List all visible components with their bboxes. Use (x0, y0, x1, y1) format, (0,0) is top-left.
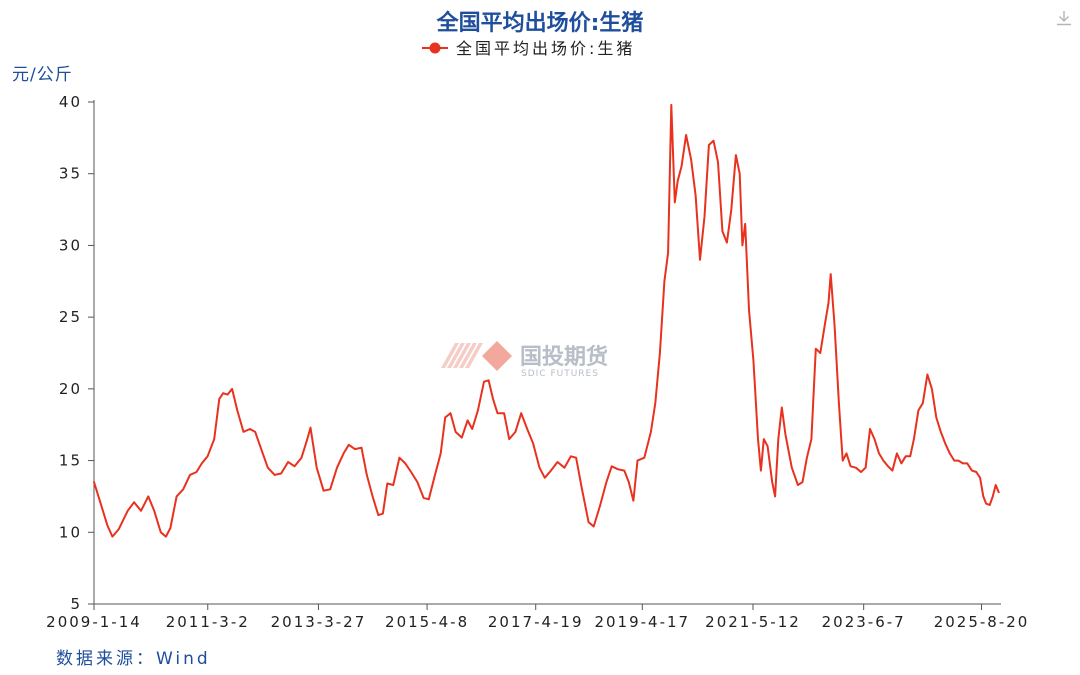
x-tick-label: 2017-4-19 (488, 613, 584, 631)
legend-dot-marker (429, 42, 441, 54)
y-tick-label: 25 (59, 308, 82, 326)
x-tick-label: 2009-1-14 (46, 613, 142, 631)
legend[interactable]: 全国平均出场价:生猪 (422, 39, 635, 58)
x-tick-label: 2021-5-12 (705, 613, 801, 631)
y-tick-label: 40 (59, 93, 82, 111)
y-tick-label: 10 (59, 523, 82, 541)
watermark: 国投期货 SDIC FUTURES (441, 341, 608, 379)
y-tick-label: 15 (59, 452, 82, 470)
y-tick-label: 5 (70, 595, 82, 613)
x-tick-label: 2023-6-7 (822, 613, 906, 631)
y-tick-label: 35 (59, 165, 82, 183)
series-line (93, 103, 1000, 538)
watermark-logo-icon (441, 341, 512, 371)
x-tick-label: 2025-8-20 (934, 613, 1030, 631)
y-tick-label: 30 (59, 236, 82, 254)
legend-label: 全国平均出场价:生猪 (456, 39, 635, 58)
watermark-sub: SDIC FUTURES (521, 369, 599, 379)
axes (93, 100, 1001, 605)
download-icon[interactable] (1054, 8, 1074, 28)
y-axis-ticks: 5 10 15 20 25 30 35 40 (59, 93, 94, 613)
source-note: 数据来源：Wind (56, 649, 211, 669)
chart-title: 全国平均出场价:生猪 (436, 10, 644, 36)
x-tick-label: 2019-4-17 (594, 613, 690, 631)
series-group (93, 103, 1000, 538)
watermark-name: 国投期货 (520, 344, 608, 370)
x-axis-ticks: 2009-1-14 2011-3-2 2013-3-27 2015-4-8 2017-4… (46, 604, 1030, 631)
x-tick-label: 2013-3-27 (271, 613, 367, 631)
y-axis-unit: 元/公斤 (12, 65, 73, 85)
x-tick-label: 2011-3-2 (166, 613, 250, 631)
x-tick-label: 2015-4-8 (385, 613, 469, 631)
y-tick-label: 20 (59, 380, 82, 398)
